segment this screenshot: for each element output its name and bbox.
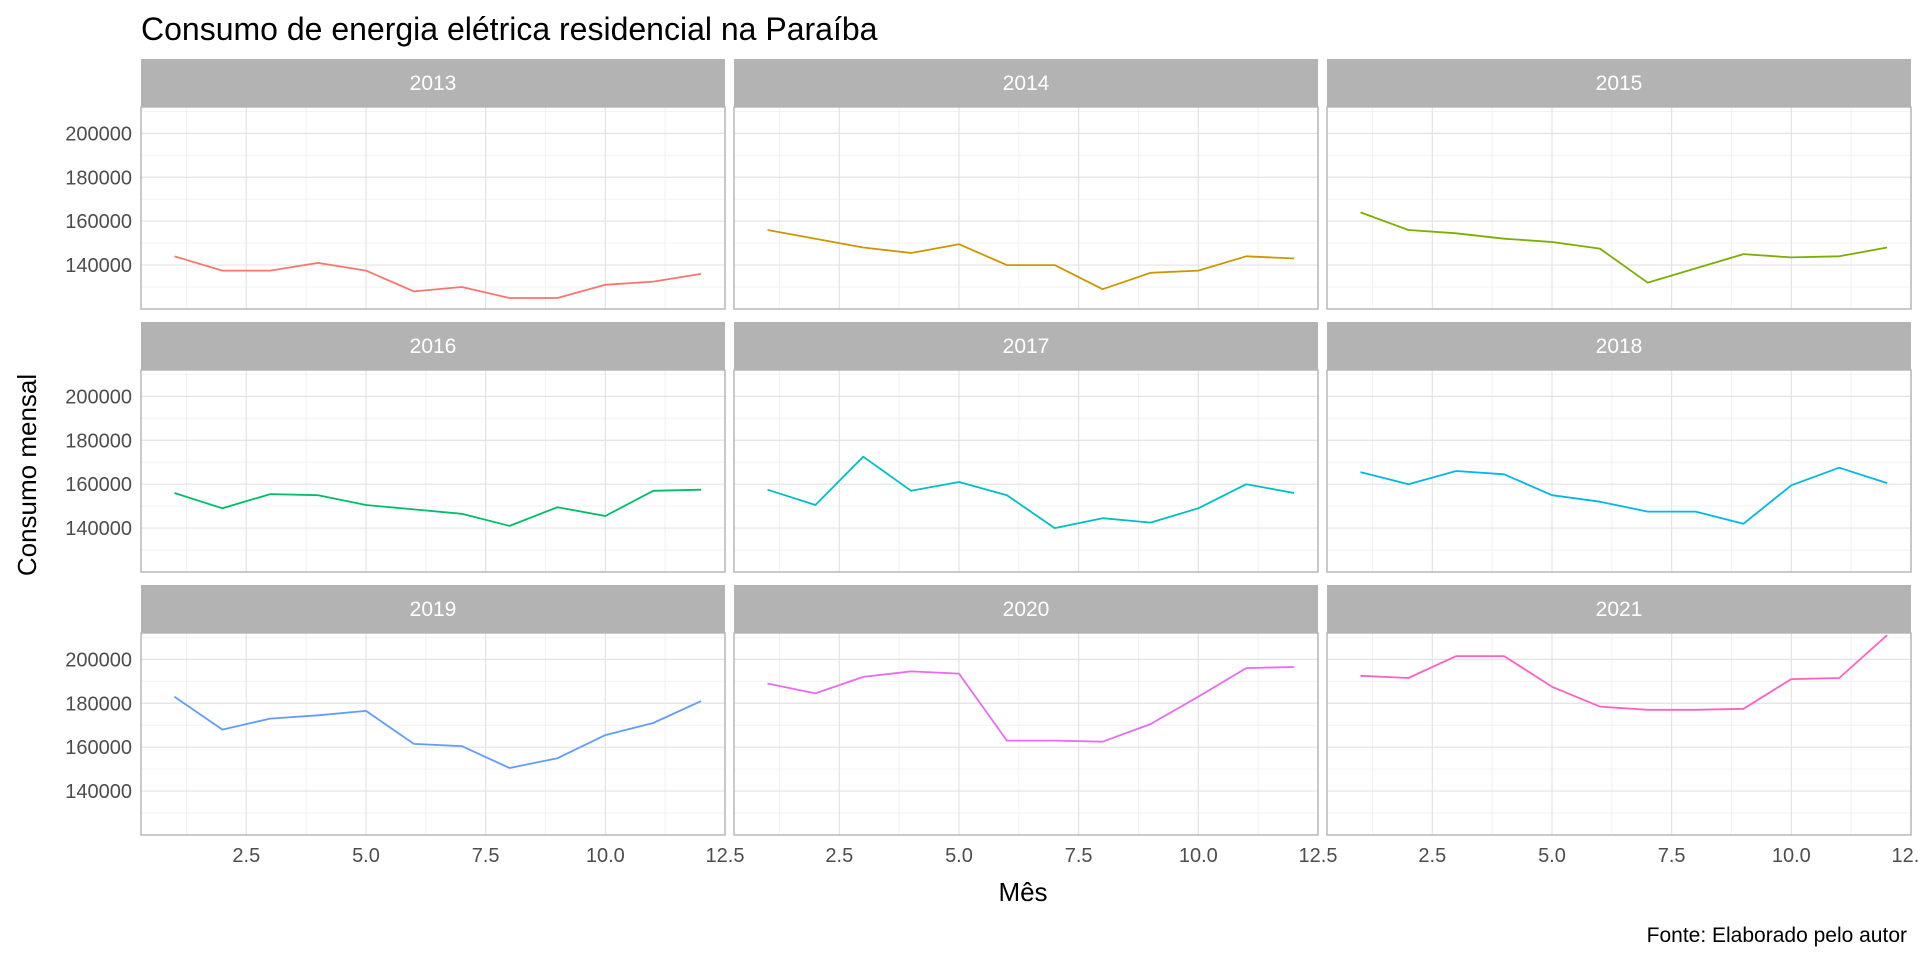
panel-2013: 2013 bbox=[140, 59, 726, 310]
facet-strip-label: 2021 bbox=[1596, 598, 1643, 621]
y-tick-label: 200000 bbox=[65, 386, 132, 408]
panel-2016: 2016 bbox=[140, 322, 726, 573]
facet-strip bbox=[1327, 59, 1911, 107]
panel-border bbox=[733, 632, 1319, 836]
series-line-2013 bbox=[174, 255, 702, 299]
y-tick-label: 200000 bbox=[65, 123, 132, 145]
y-tick-label: 140000 bbox=[65, 255, 132, 277]
facet-strip bbox=[734, 585, 1318, 633]
x-tick-label: 7.5 bbox=[1065, 845, 1093, 867]
x-tick-label: 5.0 bbox=[1538, 845, 1566, 867]
x-tick-label: 12.5 bbox=[1299, 845, 1338, 867]
series-line-2017 bbox=[767, 455, 1295, 529]
y-axis: 140000 160000 180000 200000 140000 160000 1800… bbox=[65, 123, 132, 803]
series-line-2015 bbox=[1360, 211, 1888, 284]
panels: 2013 2014 2015 2016 2017 2018 2019 2020 2021 bbox=[140, 59, 1912, 836]
facet-strip bbox=[141, 585, 725, 633]
y-tick-label: 180000 bbox=[65, 693, 132, 715]
y-tick-label: 160000 bbox=[65, 474, 132, 496]
facet-strip bbox=[141, 322, 725, 370]
facet-strip-label: 2015 bbox=[1596, 72, 1643, 95]
facet-strip bbox=[141, 59, 725, 107]
series-line-2016 bbox=[174, 488, 702, 527]
facet-strip bbox=[1327, 322, 1911, 370]
facet-strip-label: 2014 bbox=[1003, 72, 1050, 95]
series-line-2018 bbox=[1360, 466, 1888, 525]
panel-2021: 2021 bbox=[1326, 585, 1912, 836]
x-axis: 2.5 5.0 7.5 10.0 12.5 2.5 5.0 7.5 10.0 12.5 2.5 5.0… bbox=[232, 845, 1920, 867]
facet-strip bbox=[734, 322, 1318, 370]
panel-border bbox=[140, 369, 726, 573]
facet-strip-label: 2018 bbox=[1596, 335, 1643, 358]
y-tick-label: 180000 bbox=[65, 167, 132, 189]
panel-border bbox=[1326, 632, 1912, 836]
panel-border bbox=[1326, 369, 1912, 573]
x-tick-label: 5.0 bbox=[352, 845, 380, 867]
panel-border bbox=[140, 106, 726, 310]
y-tick-label: 160000 bbox=[65, 737, 132, 759]
y-tick-label: 140000 bbox=[65, 518, 132, 540]
y-tick-label: 140000 bbox=[65, 781, 132, 803]
panel-border bbox=[733, 369, 1319, 573]
panel-2020: 2020 bbox=[733, 585, 1319, 836]
facet-strip bbox=[734, 59, 1318, 107]
x-tick-label: 2.5 bbox=[1418, 845, 1446, 867]
x-tick-label: 2.5 bbox=[232, 845, 260, 867]
x-tick-label: 12.5 bbox=[706, 845, 745, 867]
x-tick-label: 10.0 bbox=[1179, 845, 1218, 867]
y-tick-label: 160000 bbox=[65, 211, 132, 233]
facet-strip-label: 2019 bbox=[410, 598, 457, 621]
facet-strip-label: 2017 bbox=[1003, 335, 1050, 358]
series-line-2020 bbox=[767, 666, 1295, 743]
x-tick-label: 10.0 bbox=[1772, 845, 1811, 867]
x-tick-label: 12.5 bbox=[1892, 845, 1920, 867]
facet-strip-label: 2016 bbox=[410, 335, 457, 358]
y-tick-label: 180000 bbox=[65, 430, 132, 452]
panel-2017: 2017 bbox=[733, 322, 1319, 573]
panel-border bbox=[140, 632, 726, 836]
panel-2014: 2014 bbox=[733, 59, 1319, 310]
series-line-2014 bbox=[767, 229, 1295, 291]
series-line-2021 bbox=[1360, 634, 1888, 711]
y-tick-label: 200000 bbox=[65, 649, 132, 671]
facet-strip-label: 2013 bbox=[410, 72, 457, 95]
chart-title: Consumo de energia elétrica residencial … bbox=[141, 11, 878, 47]
y-axis-title: Consumo mensal bbox=[12, 374, 42, 576]
x-tick-label: 7.5 bbox=[1658, 845, 1686, 867]
panel-2018: 2018 bbox=[1326, 322, 1912, 573]
x-axis-title: Mês bbox=[998, 877, 1047, 907]
facet-strip bbox=[1327, 585, 1911, 633]
x-tick-label: 10.0 bbox=[586, 845, 625, 867]
x-tick-label: 7.5 bbox=[472, 845, 500, 867]
panel-2015: 2015 bbox=[1326, 59, 1912, 310]
chart-caption: Fonte: Elaborado pelo autor bbox=[1647, 924, 1907, 947]
x-tick-label: 2.5 bbox=[825, 845, 853, 867]
series-line-2019 bbox=[173, 695, 702, 769]
panel-border bbox=[733, 106, 1319, 310]
panel-2019: 2019 bbox=[140, 585, 726, 836]
panel-border bbox=[1326, 106, 1912, 310]
x-tick-label: 5.0 bbox=[945, 845, 973, 867]
facet-strip-label: 2020 bbox=[1003, 598, 1050, 621]
